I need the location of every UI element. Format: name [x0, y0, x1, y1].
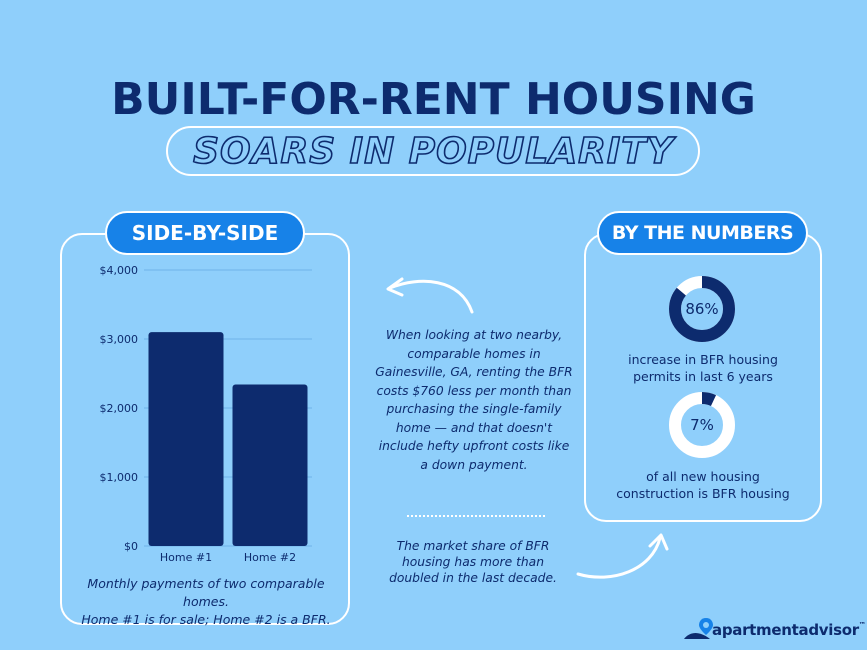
by-the-numbers-tag: BY THE NUMBERS	[597, 211, 808, 255]
stat-text-permits-line1: increase in BFR housing	[628, 352, 778, 367]
y-tick-label: $1,000	[100, 471, 139, 484]
brand-name: apartmentadvisor™	[712, 621, 866, 639]
stat-text-construction-line2: construction is BFR housing	[616, 486, 790, 501]
donut-chart-permits	[669, 276, 735, 342]
dotted-divider	[407, 515, 545, 517]
side-by-side-tag: SIDE-BY-SIDE	[105, 211, 305, 255]
comparison-paragraph: When looking at two nearby, comparable h…	[375, 328, 573, 472]
donut-chart-construction	[669, 392, 735, 458]
x-tick-label: Home #2	[244, 551, 296, 564]
bar	[232, 384, 308, 546]
market-share-text: The market share of BFR housing has more…	[389, 539, 557, 585]
donut-fill	[669, 392, 735, 458]
stat-text-construction: of all new housing construction is BFR h…	[588, 468, 818, 502]
apartmentadvisor-logo-icon	[684, 618, 713, 639]
subtitle-outline	[166, 126, 700, 176]
page-title: BUILT-FOR-RENT HOUSING	[111, 74, 756, 125]
chart-caption-line2: Home #1 is for sale; Home #2 is a BFR.	[81, 612, 331, 627]
page-subtitle: SOARS IN POPULARITY	[192, 130, 674, 173]
y-tick-label: $3,000	[100, 333, 139, 346]
trademark-symbol: ™	[858, 621, 866, 629]
stat-text-permits: increase in BFR housing permits in last …	[588, 351, 818, 385]
y-tick-label: $0	[124, 540, 138, 553]
donut-label-permits: 86%	[685, 300, 719, 318]
y-tick-label: $4,000	[100, 264, 139, 277]
y-tick-label: $2,000	[100, 402, 139, 415]
chart-caption-line1: Monthly payments of two comparable homes…	[87, 576, 325, 609]
curved-arrow-left-icon	[386, 277, 474, 314]
brand-name-text: apartmentadvisor	[712, 621, 859, 639]
curved-arrow-up-icon	[576, 533, 669, 579]
chart-caption: Monthly payments of two comparable homes…	[66, 575, 346, 629]
donut-label-construction: 7%	[690, 416, 714, 434]
stat-text-construction-line1: of all new housing	[646, 469, 760, 484]
bar	[148, 332, 224, 546]
donut-fill	[669, 276, 735, 342]
x-tick-label: Home #1	[160, 551, 212, 564]
stat-text-permits-line2: permits in last 6 years	[633, 369, 773, 384]
bar-chart: $0 $1,000 $2,000 $3,000 $4,000 Home #1 Home #2	[100, 264, 312, 564]
